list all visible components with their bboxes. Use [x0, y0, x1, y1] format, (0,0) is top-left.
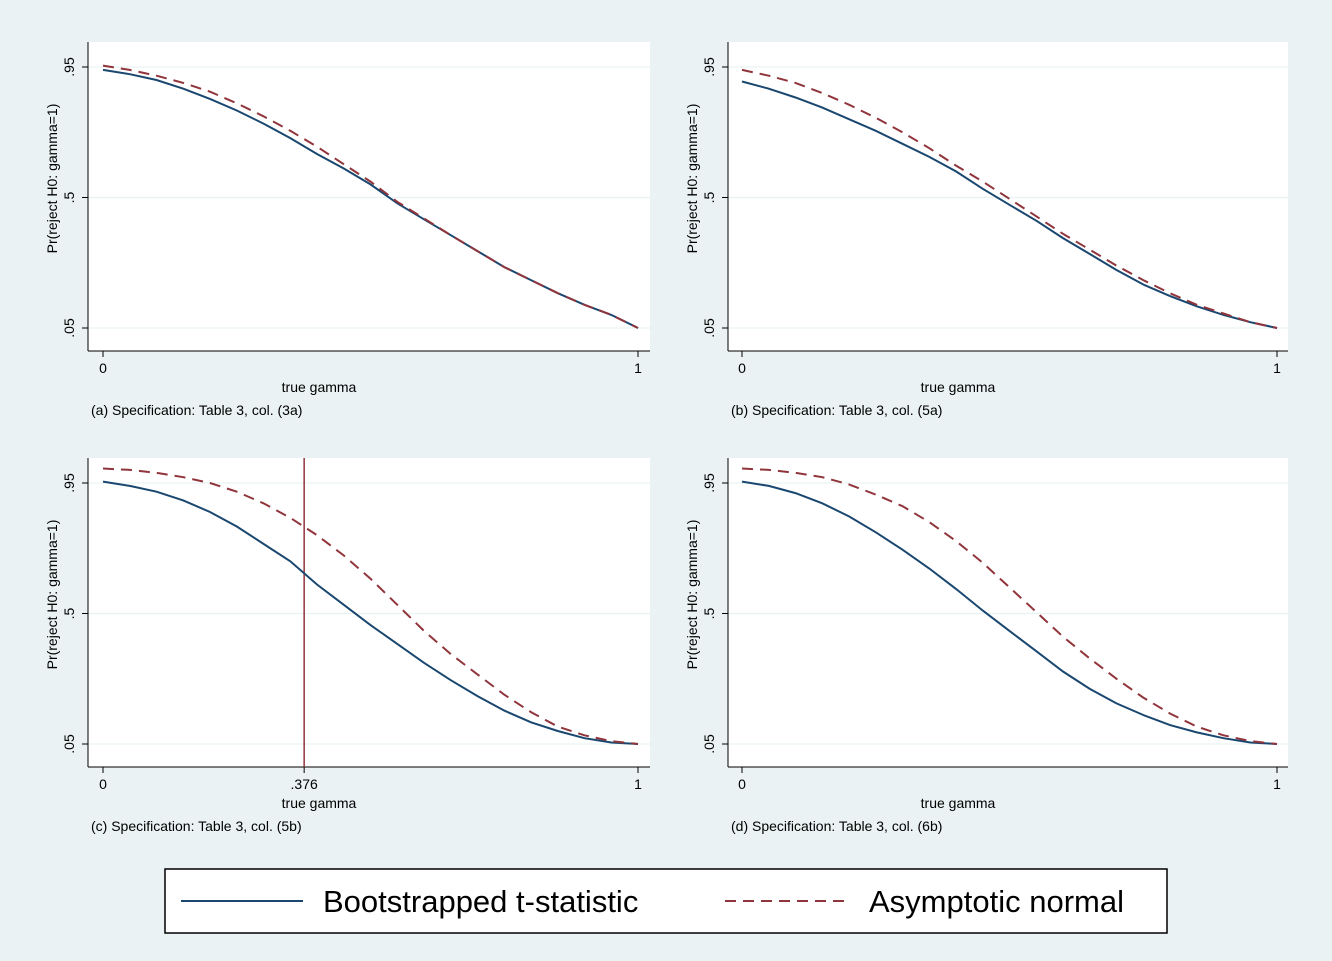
x-tick-label: 1 [1273, 360, 1281, 376]
panel-c: .05 .5 .95 0 .376 1 true gamma Pr(reject H0: ga… [44, 458, 650, 834]
series-bootstrapped-line [102, 480, 639, 745]
y-tick-label: .95 [61, 473, 77, 493]
y-tick-label: .95 [61, 57, 77, 77]
panel-caption: (d) Specification: Table 3, col. (6b) [731, 818, 942, 834]
y-tick-label: .5 [61, 191, 77, 203]
x-tick-label: 0 [738, 360, 746, 376]
y-axis-title: Pr(reject H0: gamma=1) [44, 104, 60, 254]
y-tick-label: .05 [701, 734, 717, 754]
x-axis-title: true gamma [282, 795, 357, 811]
x-tick-label: 0 [99, 360, 107, 376]
x-axis-title: true gamma [921, 795, 996, 811]
y-tick-label: .5 [701, 191, 717, 203]
y-tick-label: .95 [701, 57, 717, 77]
legend: Bootstrapped t-statistic Asymptotic norm… [164, 868, 1168, 934]
series-asymptotic-line [741, 467, 1278, 745]
panels: .05 .5 .95 0 1 true gamma Pr(reject H0: gamma=… [44, 42, 1288, 834]
legend-label-asymptotic: Asymptotic normal [869, 884, 1124, 919]
y-tick-label: .05 [701, 318, 717, 338]
panel-a: .05 .5 .95 0 1 true gamma Pr(reject H0: gamma=… [44, 42, 650, 418]
x-axis-title: true gamma [282, 379, 357, 395]
y-axis-title: Pr(reject H0: gamma=1) [684, 104, 700, 254]
plot-area [88, 458, 650, 767]
y-tick-label: .05 [61, 318, 77, 338]
x-tick-label: 0 [99, 776, 107, 792]
panel-b: .05 .5 .95 0 1 true gamma Pr(reject H0: gamma=… [684, 42, 1288, 418]
y-tick-label: .5 [701, 607, 717, 619]
y-tick-label: .05 [61, 734, 77, 754]
plot-area [88, 42, 650, 351]
series-asymptotic-line [102, 64, 639, 329]
x-tick-label: 1 [1273, 776, 1281, 792]
x-tick-label: 1 [634, 360, 642, 376]
x-tick-label: 0 [738, 776, 746, 792]
y-axis-title: Pr(reject H0: gamma=1) [44, 520, 60, 670]
series-asymptotic-line [741, 68, 1278, 329]
legend-box [164, 868, 1168, 934]
series-bootstrapped-line [741, 80, 1278, 329]
panel-caption: (a) Specification: Table 3, col. (3a) [91, 402, 302, 418]
y-axis-title: Pr(reject H0: gamma=1) [684, 520, 700, 670]
plot-area [728, 458, 1288, 767]
x-tick-label: .376 [291, 776, 318, 792]
series-bootstrapped-line [102, 68, 639, 329]
series-asymptotic-line [102, 467, 639, 745]
panel-d: .05 .5 .95 0 1 true gamma Pr(reject H0: gamma=… [684, 458, 1288, 834]
legend-label-bootstrapped: Bootstrapped t-statistic [323, 884, 638, 919]
y-tick-label: .95 [701, 473, 717, 493]
panel-caption: (b) Specification: Table 3, col. (5a) [731, 402, 942, 418]
x-tick-label: 1 [634, 776, 642, 792]
series-bootstrapped-line [741, 480, 1278, 745]
y-tick-label: .5 [61, 607, 77, 619]
panel-caption: (c) Specification: Table 3, col. (5b) [91, 818, 302, 834]
x-axis-title: true gamma [921, 379, 996, 395]
